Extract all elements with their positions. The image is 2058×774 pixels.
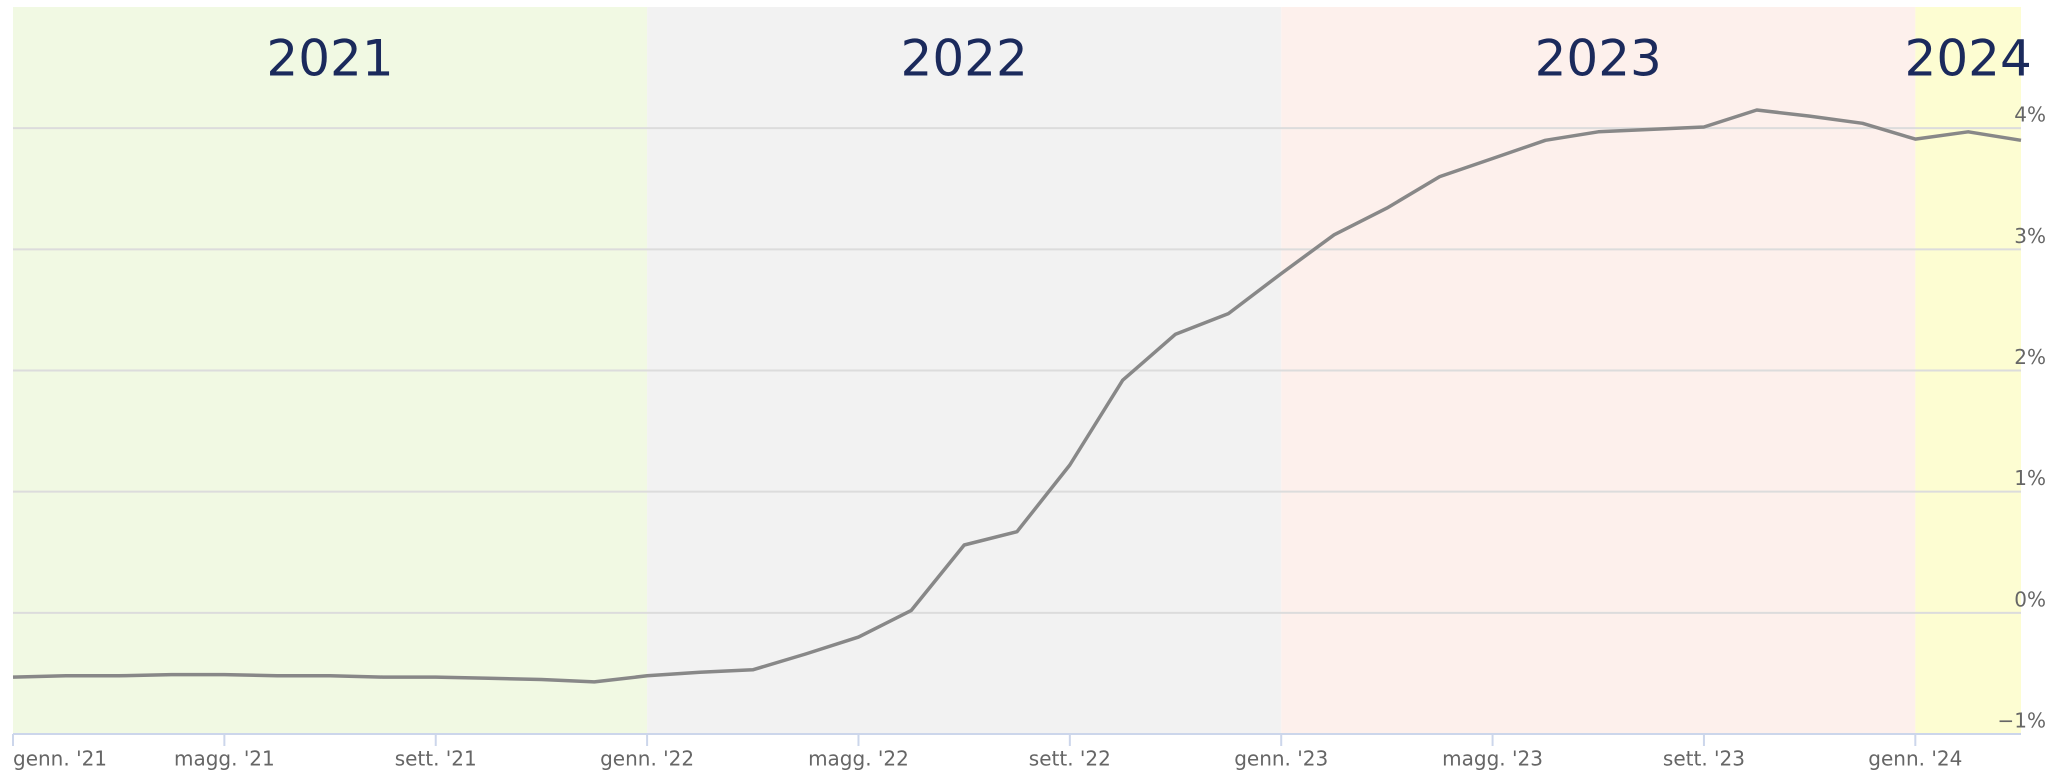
y-tick-label: 2% — [2014, 345, 2046, 369]
year-label: 2023 — [1535, 30, 1662, 88]
year-label: 2024 — [1905, 30, 2032, 88]
x-tick-label: magg. '21 — [174, 747, 275, 771]
y-tick-label: −1% — [1998, 709, 2047, 733]
year-label: 2021 — [266, 30, 393, 88]
x-tick-label: sett. '23 — [1663, 747, 1745, 771]
x-tick-label: genn. '23 — [1234, 747, 1328, 771]
y-tick-label: 0% — [2014, 587, 2046, 611]
line — [12, 108, 2022, 684]
x-tick-label: sett. '21 — [395, 747, 477, 771]
y-tick-label: 3% — [2014, 224, 2046, 248]
y-tick-label: 4% — [2014, 103, 2046, 127]
y-tick-label: 1% — [2014, 466, 2046, 490]
x-tick-label: magg. '22 — [808, 747, 909, 771]
x-tick-label: sett. '22 — [1029, 747, 1111, 771]
x-tick-label: genn. '24 — [1868, 747, 1962, 771]
x-tick-label: genn. '22 — [600, 747, 694, 771]
x-tick-label: genn. '21 — [13, 747, 107, 771]
year-label: 2022 — [901, 30, 1028, 88]
x-tick-label: magg. '23 — [1442, 747, 1543, 771]
